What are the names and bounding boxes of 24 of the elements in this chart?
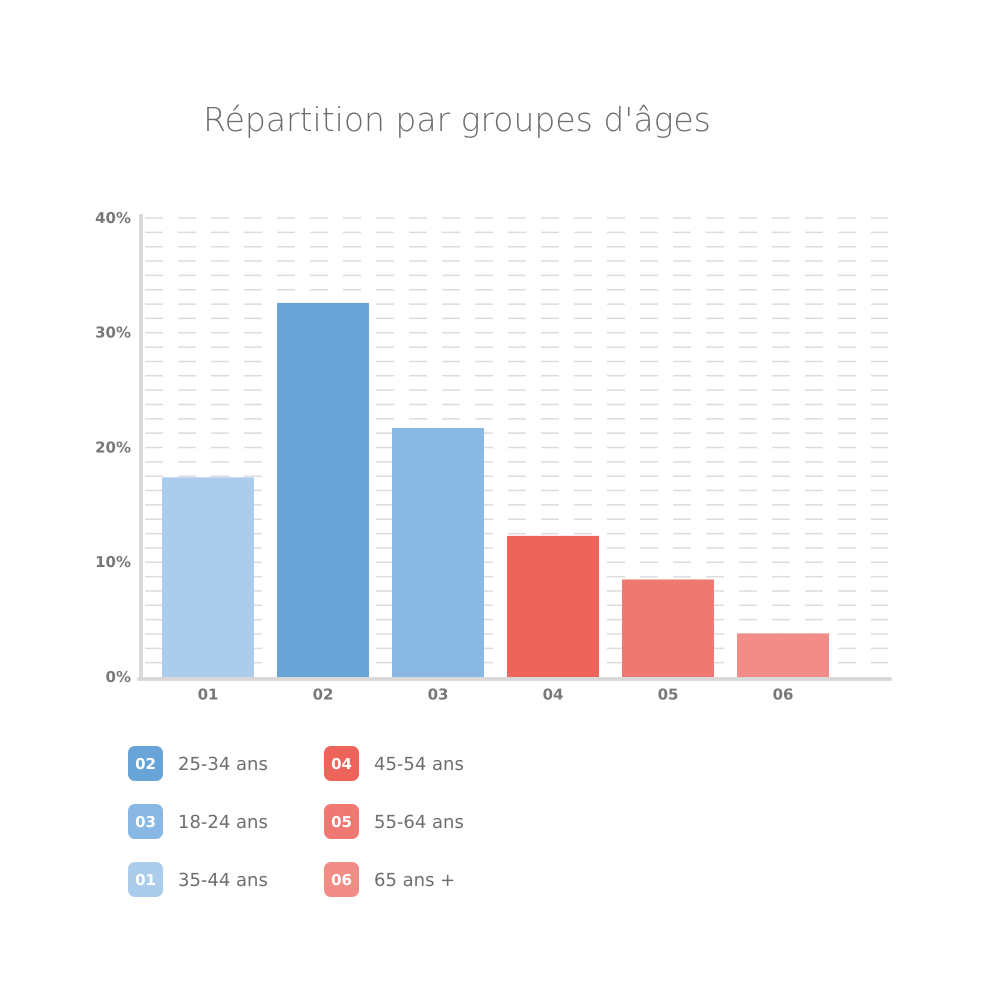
y-tick-label: 10%: [95, 553, 131, 572]
x-tick-label: 03: [428, 686, 448, 704]
x-tick-label: 06: [772, 686, 794, 704]
category-label: 03: [135, 813, 156, 831]
category-label: 05: [331, 813, 352, 831]
legend-label: 55-64 ans: [374, 812, 464, 833]
x-tick-label: 05: [658, 686, 678, 704]
x-tick-label: 02: [312, 686, 334, 704]
legend-label: 18-24 ans: [178, 812, 268, 833]
legend-label: 65 ans +: [374, 870, 456, 891]
category-label: 02: [135, 755, 156, 773]
legend-label: 25-34 ans: [178, 754, 268, 775]
category-label: 04: [331, 755, 352, 773]
chart-title: Répartition par groupes d'âges: [203, 100, 711, 139]
x-tick-label: 01: [198, 686, 218, 704]
x-tick-label: 04: [542, 686, 564, 704]
y-tick-label: 0%: [106, 668, 131, 686]
y-tick-label: 40%: [95, 208, 131, 227]
y-tick-label: 30%: [95, 324, 131, 342]
y-tick-label: 20%: [95, 438, 131, 456]
legend-label: 45-54 ans: [374, 754, 464, 775]
legend-label: 35-44 ans: [178, 870, 268, 891]
category-label: 06: [331, 871, 352, 889]
category-label: 01: [135, 871, 156, 889]
